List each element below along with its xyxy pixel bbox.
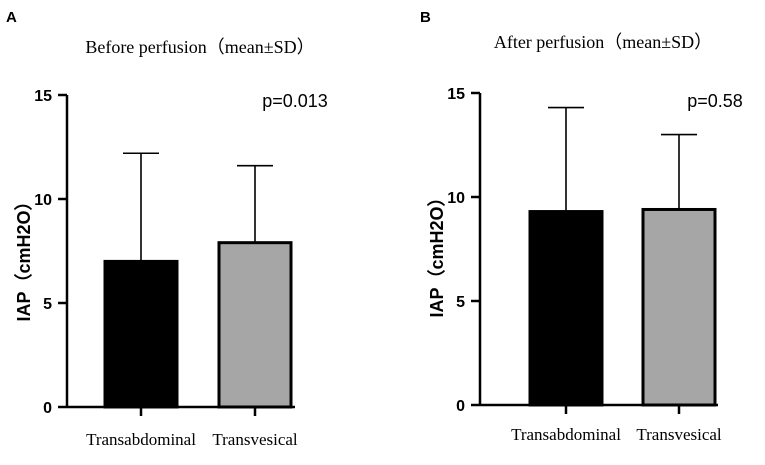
panel-a-bars xyxy=(103,241,293,409)
panel-b-bar-0 xyxy=(528,210,604,407)
panel-b-x-label-1: Transvesical xyxy=(636,425,722,444)
panel-a-x-label-0: Transabdominal xyxy=(86,430,196,449)
panel-a-y-tick-label-15: 15 xyxy=(34,88,52,105)
panel-a-title: Before perfusion（mean±SD） xyxy=(85,37,314,57)
panel-b-y-tick-label-15: 15 xyxy=(447,86,465,103)
panel-b-error-bars xyxy=(548,106,697,212)
panel-a-error-bars xyxy=(123,152,273,262)
panel-a-y-ticks: 0 5 10 15 xyxy=(34,88,257,417)
panel-b-y-tick-label-0: 0 xyxy=(456,398,465,415)
panel-b-bar-1 xyxy=(641,207,717,407)
panel-a-bar-0 xyxy=(103,259,179,409)
panel-b-y-tick-label-10: 10 xyxy=(447,190,465,207)
panel-letter-b: B xyxy=(420,9,431,26)
panel-a-axes xyxy=(65,95,295,409)
panel-b-y-axis-title: IAP（cmH2O） xyxy=(427,188,447,317)
panel-a: A Before perfusion（mean±SD） p=0.013 IAP（… xyxy=(6,9,328,449)
panel-a-x-label-1: Transvesical xyxy=(212,430,298,449)
panel-letter-a: A xyxy=(6,9,17,26)
panel-a-y-tick-label-10: 10 xyxy=(34,192,52,209)
panel-a-y-tick-label-0: 0 xyxy=(43,400,52,417)
panel-b-x-label-0: Transabdominal xyxy=(511,425,621,444)
panel-b: B After perfusion（mean±SD） p=0.58 IAP（cm… xyxy=(420,9,743,444)
panel-b-x-labels: Transabdominal Transvesical xyxy=(511,425,722,444)
panel-b-bars xyxy=(528,207,717,407)
panel-a-p-value: p=0.013 xyxy=(262,91,328,111)
panel-b-title: After perfusion（mean±SD） xyxy=(494,32,712,52)
panel-b-p-value: p=0.58 xyxy=(687,91,743,111)
panel-a-bar-1 xyxy=(217,241,293,409)
panel-a-y-axis-title: IAP（cmH2O） xyxy=(14,192,34,321)
panel-a-x-labels: Transabdominal Transvesical xyxy=(86,430,298,449)
panel-a-y-tick-label-5: 5 xyxy=(43,296,52,313)
panel-b-y-tick-label-5: 5 xyxy=(456,294,465,311)
panel-b-y-ticks: 0 5 10 15 xyxy=(447,86,681,415)
